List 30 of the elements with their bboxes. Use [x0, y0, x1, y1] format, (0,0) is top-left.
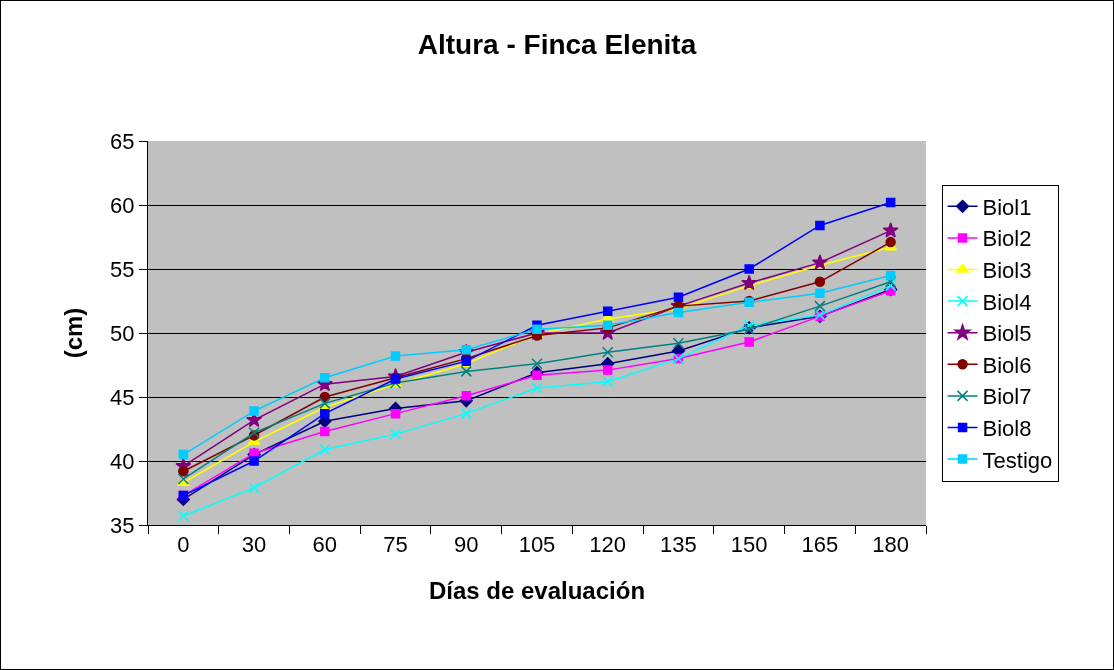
- x-tick-label: 0: [177, 532, 190, 558]
- legend-label: Biol7: [982, 384, 1032, 410]
- legend-label: Biol6: [982, 352, 1032, 378]
- legend-label: Biol1: [982, 194, 1032, 220]
- y-tick-label: 35: [110, 512, 135, 538]
- x-tick-label: 165: [801, 532, 839, 558]
- legend-label: Biol5: [982, 321, 1032, 347]
- x-tick-label: 135: [660, 532, 697, 558]
- x-axis-title: Días de evaluación: [428, 576, 646, 604]
- x-tick-label: 60: [312, 532, 338, 558]
- y-tick-label: 50: [110, 320, 135, 346]
- chart-title: Altura - Finca Elenita: [417, 29, 697, 60]
- y-axis-title: (cm): [60, 307, 88, 359]
- y-tick-label: 40: [110, 448, 135, 474]
- x-tick-label: 120: [589, 532, 627, 558]
- y-tick-label: 60: [110, 192, 135, 218]
- legend-label: Biol2: [982, 226, 1032, 252]
- x-tick-label: 75: [383, 532, 408, 558]
- y-tick-label: 45: [110, 384, 135, 410]
- x-tick-label: 150: [730, 532, 768, 558]
- x-tick-label: 30: [241, 532, 267, 558]
- y-tick-label: 55: [110, 256, 135, 282]
- x-tick-label: 90: [454, 532, 479, 558]
- y-tick-label: 65: [110, 128, 135, 154]
- legend-label: Testigo: [982, 447, 1053, 473]
- x-tick-label: 180: [872, 532, 909, 558]
- legend-label: Biol3: [982, 258, 1032, 284]
- x-tick-label: 105: [518, 532, 556, 558]
- legend-label: Biol8: [982, 416, 1032, 442]
- legend-label: Biol4: [982, 289, 1032, 315]
